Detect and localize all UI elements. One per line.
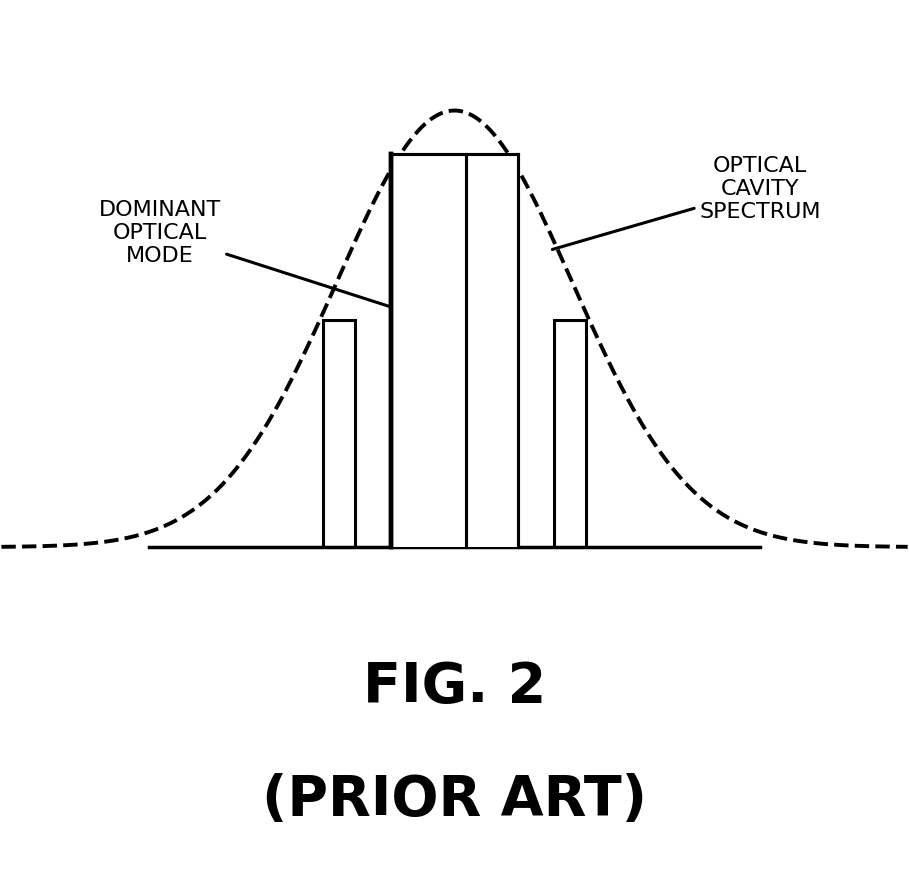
Text: (PRIOR ART): (PRIOR ART): [262, 773, 647, 828]
Text: FIG. 2: FIG. 2: [363, 660, 546, 714]
Bar: [323, 320, 355, 547]
Text: OPTICAL
CAVITY
SPECTRUM: OPTICAL CAVITY SPECTRUM: [553, 156, 821, 250]
Bar: [391, 154, 518, 547]
Text: DOMINANT
OPTICAL
MODE: DOMINANT OPTICAL MODE: [99, 199, 388, 306]
Bar: [554, 320, 586, 547]
